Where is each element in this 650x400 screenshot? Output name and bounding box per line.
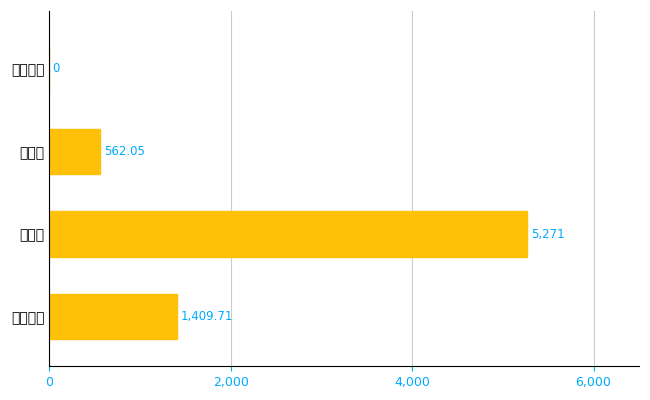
Text: 0: 0 xyxy=(52,62,60,76)
Bar xyxy=(49,294,177,339)
Bar xyxy=(49,129,101,174)
Text: 1,409.71: 1,409.71 xyxy=(181,310,233,323)
Text: 5,271: 5,271 xyxy=(531,228,565,240)
Text: 562.05: 562.05 xyxy=(104,145,145,158)
Bar xyxy=(49,211,527,257)
